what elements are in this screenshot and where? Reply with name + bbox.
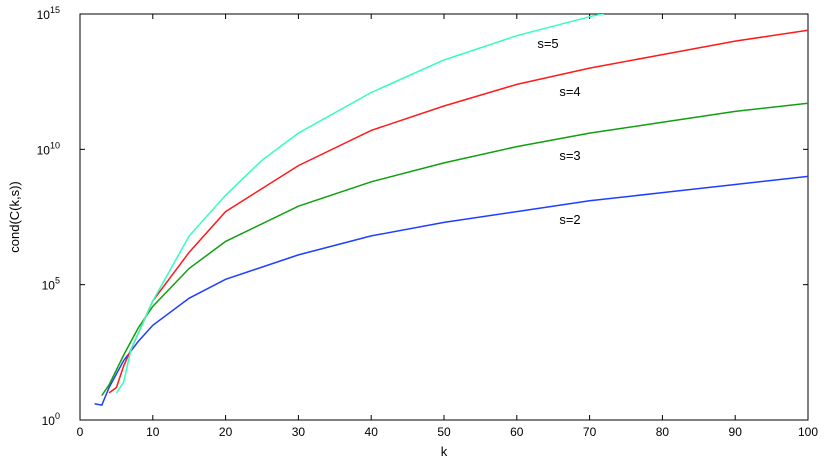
series-lines [94,14,808,406]
x-tick-label: 0 [77,425,84,439]
x-tick-label: 20 [219,425,233,439]
plot-area-frame [79,13,809,421]
series-labels: s=2 s=3 s=4 s=5 [537,36,580,227]
x-tick-label: 100 [798,425,818,439]
series-line-s3 [101,102,808,397]
x-tick-label: 30 [292,425,306,439]
x-tick-label: 40 [365,425,379,439]
x-axis-label: k [441,444,448,459]
series-line-s5 [115,14,606,394]
series-label-s3: s=3 [559,148,580,163]
series-line-s2 [94,175,808,406]
x-tick-label: 50 [437,425,451,439]
series-label-s2: s=2 [559,212,580,227]
y-tick-label: 1010 [37,140,60,157]
y-axis-label: cond(C(k,s)) [7,181,22,253]
series-label-s4: s=4 [559,84,580,99]
y-tick-label: 105 [42,276,60,293]
x-tick-label: 70 [583,425,597,439]
y-tick-label: 100 [42,411,60,428]
x-tick-label: 60 [510,425,524,439]
x-axis: 0 10 20 30 40 50 60 70 80 90 100 [77,14,818,439]
x-tick-label: 90 [729,425,743,439]
x-tick-label: 10 [146,425,160,439]
series-line-s4 [108,29,808,394]
y-tick-label: 1015 [37,5,60,22]
x-tick-label: 80 [656,425,670,439]
series-label-s5: s=5 [537,36,558,51]
y-axis: 100 105 1010 1015 [37,5,808,428]
